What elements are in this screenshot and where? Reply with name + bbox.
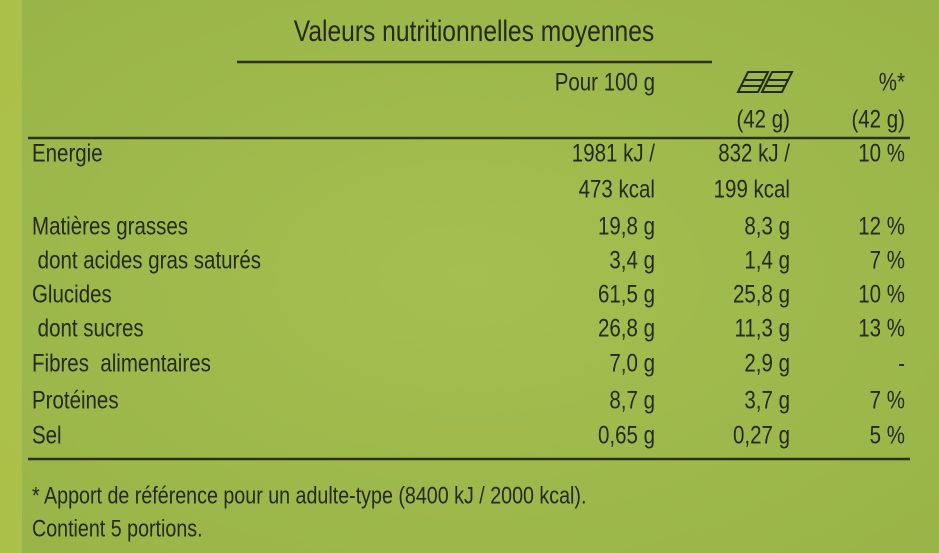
column-subheader: (42 g): [736, 105, 790, 133]
cell: 5 %: [870, 421, 905, 449]
cell: 7 %: [870, 386, 905, 414]
cell: 3,7 g: [744, 386, 790, 414]
row-label: dont acides gras saturés: [32, 246, 261, 274]
cell: 1,4 g: [744, 246, 790, 274]
footnote: Contient 5 portions.: [32, 514, 203, 541]
cell: 61,5 g: [598, 280, 655, 308]
cell: 0,27 g: [733, 421, 790, 449]
cell: 25,8 g: [733, 280, 790, 308]
cell: 10 %: [858, 139, 905, 167]
row-label: Matières grasses: [32, 212, 188, 240]
row-label: dont sucres: [32, 314, 144, 342]
cell: 12 %: [858, 212, 905, 240]
cell: 19,8 g: [598, 212, 655, 240]
column-header: %*: [879, 68, 905, 96]
cell: 10 %: [858, 280, 905, 308]
cell: 473 kcal: [579, 175, 655, 203]
cell: 7 %: [870, 246, 905, 274]
text-layer: Valeurs nutritionnelles moyennes Pour 100…: [32, 14, 905, 542]
cell: 13 %: [858, 314, 905, 342]
cell: 199 kcal: [714, 175, 790, 203]
cell: 1981 kJ /: [572, 139, 656, 167]
cell: 8,3 g: [744, 212, 790, 240]
cell: 7,0 g: [609, 349, 655, 377]
title: Valeurs nutritionnelles moyennes: [294, 14, 654, 48]
row-label: Sel: [32, 421, 62, 449]
cell: 0,65 g: [598, 421, 655, 449]
column-header: Pour 100 g: [555, 68, 655, 96]
cell: 3,4 g: [609, 246, 655, 274]
row-label: Energie: [32, 139, 103, 167]
cell: 832 kJ /: [718, 139, 790, 167]
cell: -: [898, 349, 905, 377]
edge: [0, 0, 22, 553]
row-label: Protéines: [32, 386, 119, 414]
portion-icon: [736, 71, 794, 93]
row-label: Fibres alimentaires: [32, 349, 211, 377]
footnote: * Apport de référence pour un adulte-typ…: [32, 481, 586, 508]
cell: 11,3 g: [735, 314, 790, 342]
cell: 2,9 g: [744, 349, 790, 377]
column-subheader: (42 g): [851, 105, 905, 133]
row-label: Glucides: [32, 280, 112, 308]
cell: 8,7 g: [609, 386, 655, 414]
cell: 26,8 g: [598, 314, 655, 342]
